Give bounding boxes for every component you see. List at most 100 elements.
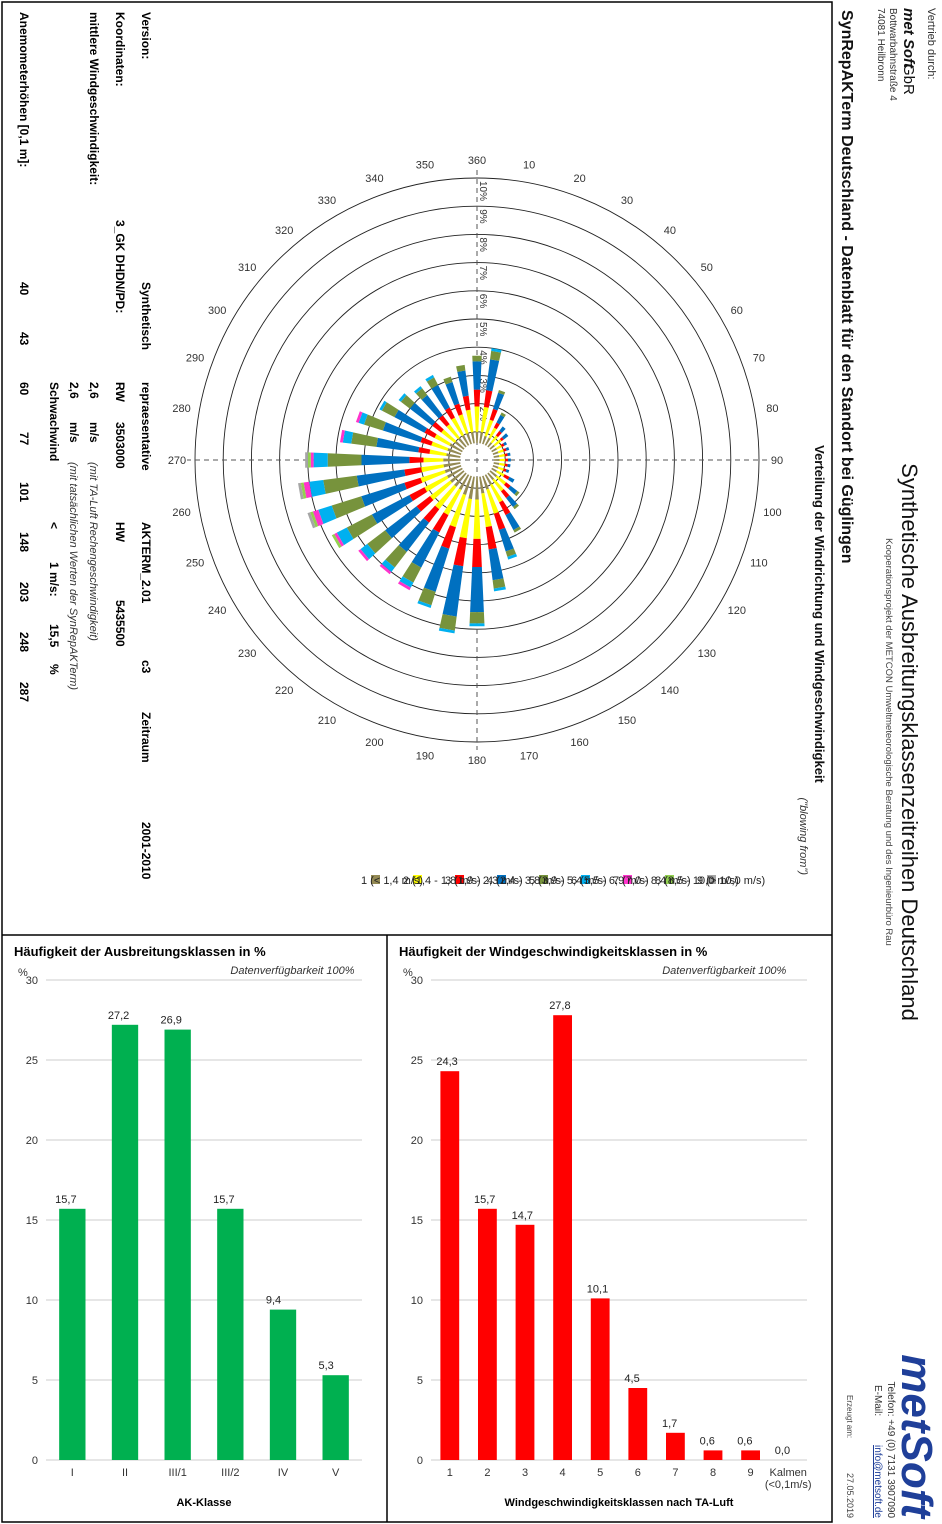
- rose-segment: [445, 381, 460, 406]
- tick-label: 5: [32, 1375, 38, 1387]
- rose-segment: [381, 559, 395, 573]
- rose-segment: [465, 409, 474, 433]
- rose-segment: [496, 470, 505, 477]
- rose-direction-label: 30: [621, 195, 633, 207]
- rose-segment: [475, 431, 479, 444]
- legend-label: 7 (7,0 - 8,4 m/s): [613, 875, 691, 887]
- rose-segment: [469, 612, 485, 624]
- rose-segment: [421, 464, 444, 473]
- bar-value-label: 24,3: [436, 1056, 457, 1068]
- rose-segment: [499, 426, 506, 434]
- anemo-value: 248: [17, 632, 31, 652]
- rose-segment: [424, 428, 437, 438]
- calm-unit: %: [47, 664, 61, 675]
- rose-segment: [481, 493, 492, 528]
- rose-segment: [298, 482, 304, 500]
- rose-segment: [488, 427, 497, 439]
- rose-segment: [507, 458, 511, 462]
- rose-segment: [473, 389, 481, 407]
- rose-segment: [379, 563, 392, 575]
- rose-segment: [482, 435, 487, 445]
- rose-segment: [492, 451, 499, 455]
- rose-segment: [361, 482, 407, 507]
- bar: [703, 1450, 723, 1460]
- bar: [440, 1071, 460, 1460]
- rose-segment: [305, 452, 308, 468]
- rose-segment: [441, 429, 457, 443]
- page-title: Synthetische Ausbreitungsklassenzeitreih…: [897, 463, 922, 1021]
- rose-segment: [504, 453, 508, 457]
- anemo-value: 287: [17, 682, 31, 702]
- anemo-value: 43: [17, 332, 31, 346]
- rose-segment: [426, 377, 439, 389]
- rose-segment: [309, 479, 326, 497]
- rose-segment: [446, 453, 461, 458]
- rose-segment: [356, 469, 406, 487]
- sheet-title: SynRepAKTerm Deutschland - Datenblatt fü…: [838, 10, 855, 564]
- mean2-unit: m/s: [67, 422, 81, 443]
- rose-segment: [303, 481, 312, 499]
- rose-direction-label: 210: [318, 715, 336, 727]
- rose-segment: [360, 543, 376, 560]
- tick-label: 15: [411, 1215, 423, 1227]
- rose-subtitle: ("blowing from"): [797, 798, 809, 876]
- speed-class-chart: Häufigkeit der Windgeschwindigkeitsklass…: [399, 944, 812, 1509]
- main-frame: [1, 1, 833, 1523]
- rose-segment: [431, 441, 449, 451]
- bar: [322, 1375, 349, 1460]
- rose-direction-label: 180: [468, 755, 486, 767]
- category-label: IV: [278, 1467, 289, 1479]
- rose-segment: [443, 462, 461, 468]
- rose-segment: [367, 530, 392, 554]
- rose-segment: [420, 470, 446, 483]
- rose-segment: [498, 390, 506, 395]
- bar-value-label: 15,7: [474, 1194, 495, 1206]
- bar-value-label: 27,8: [549, 1000, 570, 1012]
- rose-segment: [505, 512, 520, 531]
- rose-segment: [461, 434, 470, 446]
- rose-ring-label: 10%: [477, 181, 488, 201]
- rose-segment: [503, 448, 507, 452]
- rose-segment: [323, 475, 359, 494]
- rose-segment: [404, 467, 422, 476]
- rose-segment: [490, 435, 498, 444]
- rose-segment: [472, 538, 482, 568]
- company-street: Bottwarbahnstraße 4: [887, 8, 898, 101]
- rose-segment: [493, 512, 506, 530]
- tick-label: 20: [26, 1135, 38, 1147]
- rose-segment: [493, 422, 500, 430]
- bar: [269, 1309, 297, 1460]
- rose-direction-label: 340: [365, 173, 383, 185]
- mean2-value: 2,6: [67, 382, 81, 399]
- rose-direction-label: 310: [238, 262, 256, 274]
- bar-value-label: 15,7: [213, 1194, 234, 1206]
- bar: [515, 1224, 535, 1460]
- rose-segment: [508, 485, 518, 495]
- rose-segment: [417, 600, 432, 609]
- rose-segment: [493, 392, 505, 411]
- anemo-label: Anemometerhöhen [0,1 m]:: [17, 12, 31, 167]
- vertrieb-label: Vertrieb durch:: [925, 8, 937, 80]
- tick-label: 30: [26, 975, 38, 987]
- rose-segment: [429, 480, 453, 501]
- rose-segment: [499, 500, 511, 516]
- rose-segment: [361, 454, 410, 466]
- rose-direction-label: 130: [698, 648, 716, 660]
- rose-ring-label: 9%: [477, 209, 488, 224]
- rose-segment: [506, 495, 518, 508]
- hw-label: HW: [113, 522, 127, 543]
- rose-segment: [402, 562, 422, 583]
- rose-segment: [432, 421, 444, 433]
- rose-segment: [501, 433, 509, 440]
- category-label: Kalmen: [770, 1467, 807, 1479]
- rose-segment: [498, 527, 514, 552]
- rose-segment: [503, 482, 511, 489]
- coord-system: 3_GK DHDN/PD:: [113, 220, 127, 313]
- category-label: 6: [635, 1467, 641, 1479]
- email-link[interactable]: info@metsoft.de: [872, 1445, 883, 1518]
- company-logo-text: met Soft: [900, 8, 917, 69]
- rose-segment: [458, 474, 470, 491]
- tick-label: 30: [411, 975, 423, 987]
- rose-segment: [489, 408, 498, 421]
- rose-segment: [394, 409, 428, 433]
